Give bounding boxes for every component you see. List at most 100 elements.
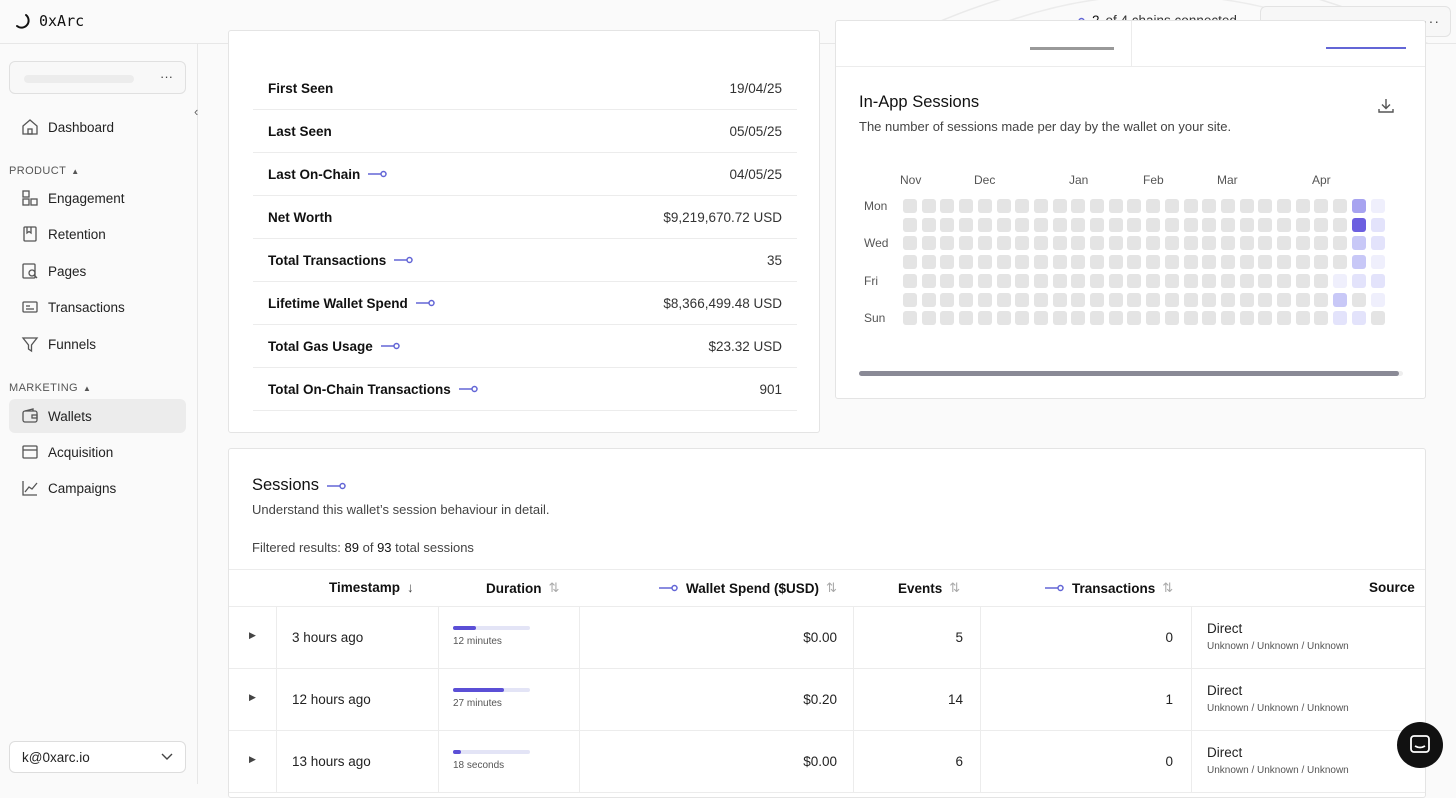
heatmap-cell[interactable] [921, 236, 936, 251]
heatmap-cell[interactable] [1052, 236, 1067, 251]
expand-row-icon[interactable]: ▶ [249, 630, 256, 640]
heatmap-cell[interactable] [1239, 311, 1254, 326]
heatmap-cell[interactable] [903, 236, 917, 251]
heatmap-cell[interactable] [1295, 199, 1310, 213]
heatmap-cell[interactable] [1108, 217, 1123, 232]
sidebar-item-funnels[interactable]: Funnels [9, 327, 186, 361]
heatmap-cell[interactable] [1033, 255, 1048, 270]
heatmap-cell[interactable] [903, 311, 917, 326]
column-duration[interactable]: Duration ⇅ [486, 580, 559, 596]
heatmap-cell[interactable] [1220, 199, 1235, 213]
heatmap-cell[interactable] [921, 255, 936, 270]
heatmap-cell[interactable] [1108, 311, 1123, 326]
heatmap-cell[interactable] [1127, 199, 1142, 213]
heatmap-cell[interactable] [1295, 236, 1310, 251]
heatmap-cell[interactable] [1239, 217, 1254, 232]
heatmap-cell[interactable] [996, 199, 1011, 213]
heatmap-cell[interactable] [996, 311, 1011, 326]
heatmap-cell[interactable] [1295, 255, 1310, 270]
heatmap-cell[interactable] [959, 199, 974, 213]
heatmap-cell[interactable] [977, 217, 992, 232]
heatmap-cell[interactable] [959, 311, 974, 326]
heatmap-cell[interactable] [1090, 255, 1104, 270]
sidebar-item-transactions[interactable]: Transactions [9, 290, 186, 324]
heatmap-cell[interactable] [1202, 311, 1217, 326]
heatmap-cell[interactable] [1052, 217, 1067, 232]
heatmap-cell[interactable] [1333, 217, 1348, 232]
heatmap-cell[interactable] [1090, 236, 1104, 251]
sidebar-item-dashboard[interactable]: Dashboard [9, 110, 186, 144]
heatmap-cell[interactable] [1071, 236, 1086, 251]
heatmap-cell[interactable] [1033, 199, 1048, 213]
heatmap-cell[interactable] [940, 255, 955, 270]
heatmap-cell[interactable] [1277, 311, 1291, 326]
heatmap-cell[interactable] [1164, 311, 1179, 326]
heatmap-cell[interactable] [1090, 273, 1104, 288]
heatmap-cell[interactable] [1183, 217, 1198, 232]
heatmap-cell[interactable] [1183, 236, 1198, 251]
heatmap-cell[interactable] [1090, 199, 1104, 213]
heatmap-cell[interactable] [1164, 273, 1179, 288]
heatmap-cell[interactable] [1183, 292, 1198, 307]
expand-row-icon[interactable]: ▶ [249, 692, 256, 702]
heatmap-cell[interactable] [1164, 217, 1179, 232]
heatmap-cell[interactable] [1239, 255, 1254, 270]
heatmap-cell[interactable] [1108, 255, 1123, 270]
heatmap-cell[interactable] [1370, 255, 1385, 270]
heatmap-cell[interactable] [1071, 311, 1086, 326]
table-row[interactable]: ▶ 12 hours ago 27 minutes $0.20 14 1 Direct Unk… [229, 669, 1425, 731]
column-transactions[interactable]: Transactions ⇅ [1045, 580, 1173, 596]
chat-support-button[interactable] [1397, 722, 1443, 768]
heatmap-cell[interactable] [1183, 255, 1198, 270]
heatmap-cell[interactable] [1127, 236, 1142, 251]
heatmap-cell[interactable] [1202, 217, 1217, 232]
column-events[interactable]: Events ⇅ [898, 580, 960, 596]
heatmap-cell[interactable] [1015, 311, 1030, 326]
heatmap-cell[interactable] [1220, 273, 1235, 288]
heatmap-cell[interactable] [1314, 236, 1329, 251]
heatmap-cell[interactable] [1033, 292, 1048, 307]
heatmap-cell[interactable] [959, 292, 974, 307]
heatmap-cell[interactable] [1202, 273, 1217, 288]
heatmap-cell[interactable] [1183, 273, 1198, 288]
heatmap-cell[interactable] [1295, 292, 1310, 307]
heatmap-cell[interactable] [1033, 311, 1048, 326]
heatmap-cell[interactable] [977, 292, 992, 307]
heatmap-cell[interactable] [1351, 255, 1366, 270]
heatmap-cell[interactable] [1090, 292, 1104, 307]
heatmap-cell[interactable] [1071, 199, 1086, 213]
heatmap-cell[interactable] [996, 255, 1011, 270]
heatmap-cell[interactable] [1277, 255, 1291, 270]
tab-link[interactable] [1326, 47, 1406, 49]
heatmap-cell[interactable] [1314, 273, 1329, 288]
heatmap-cell[interactable] [940, 273, 955, 288]
heatmap-cell[interactable] [1033, 273, 1048, 288]
heatmap-cell[interactable] [1146, 273, 1161, 288]
heatmap-cell[interactable] [1370, 236, 1385, 251]
heatmap-cell[interactable] [1333, 255, 1348, 270]
heatmap-cell[interactable] [1239, 273, 1254, 288]
heatmap-cell[interactable] [1351, 311, 1366, 326]
heatmap-cell[interactable] [940, 199, 955, 213]
heatmap-cell[interactable] [1314, 311, 1329, 326]
heatmap-cell[interactable] [903, 199, 917, 213]
heatmap-cell[interactable] [1202, 292, 1217, 307]
heatmap-cell[interactable] [977, 236, 992, 251]
heatmap-cell[interactable] [921, 199, 936, 213]
heatmap-cell[interactable] [1314, 199, 1329, 213]
heatmap-cell[interactable] [996, 292, 1011, 307]
heatmap-cell[interactable] [1108, 199, 1123, 213]
heatmap-cell[interactable] [921, 311, 936, 326]
sidebar-item-retention[interactable]: Retention [9, 217, 186, 251]
heatmap-cell[interactable] [1071, 292, 1086, 307]
heatmap-cell[interactable] [1220, 217, 1235, 232]
heatmap-cell[interactable] [1202, 199, 1217, 213]
heatmap-cell[interactable] [1015, 255, 1030, 270]
heatmap-cell[interactable] [1370, 217, 1385, 232]
heatmap-cell[interactable] [1258, 292, 1273, 307]
heatmap-cell[interactable] [903, 255, 917, 270]
user-selector[interactable]: k@0xarc.io [9, 741, 186, 773]
column-source[interactable]: Source [1369, 580, 1415, 595]
download-icon[interactable] [1377, 97, 1395, 115]
heatmap-cell[interactable] [1071, 255, 1086, 270]
